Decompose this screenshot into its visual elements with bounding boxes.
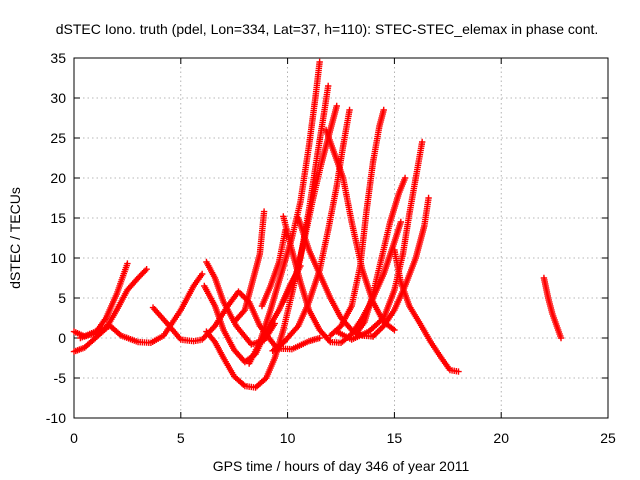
data-series-17 xyxy=(352,174,409,338)
x-axis-label: GPS time / hours of day 346 of year 2011 xyxy=(213,458,470,474)
y-axis-label: dSTEC / TECUs xyxy=(7,187,23,289)
y-tick-label: 5 xyxy=(58,290,66,306)
x-tick-label: 15 xyxy=(387,430,403,446)
x-tick-label: 10 xyxy=(280,430,296,446)
data-series-21 xyxy=(540,274,565,342)
y-tick-label: 25 xyxy=(50,130,66,146)
y-tick-label: 15 xyxy=(50,210,66,226)
y-tick-label: 0 xyxy=(58,330,66,346)
y-tick-label: -10 xyxy=(46,410,66,426)
y-tick-label: 10 xyxy=(50,250,66,266)
data-series-11 xyxy=(280,213,405,346)
plot-frame xyxy=(73,57,609,419)
data-series-20 xyxy=(391,246,462,375)
x-tick-label: 0 xyxy=(70,430,78,446)
data-series-9 xyxy=(231,208,268,326)
data-series-13 xyxy=(280,102,340,306)
y-tick-label: 35 xyxy=(50,50,66,66)
data-series-10 xyxy=(258,226,289,310)
x-tick-label: 5 xyxy=(177,430,185,446)
data-series-18 xyxy=(333,138,426,343)
y-tick-label: 20 xyxy=(50,170,66,186)
x-tick-label: 20 xyxy=(493,430,509,446)
data-series-3 xyxy=(77,270,206,346)
data-series-16 xyxy=(327,106,387,339)
chart-title: dSTEC Iono. truth (pdel, Lon=334, Lat=37… xyxy=(56,21,599,37)
axes: 0 5 10 15 20 25 -10 -5 0 5 10 15 20 25 30 35 xyxy=(46,50,616,446)
y-tick-label: -5 xyxy=(54,370,67,386)
grid xyxy=(74,58,608,418)
data-points xyxy=(70,58,565,391)
y-tick-label: 30 xyxy=(50,90,66,106)
x-tick-label: 25 xyxy=(600,430,616,446)
